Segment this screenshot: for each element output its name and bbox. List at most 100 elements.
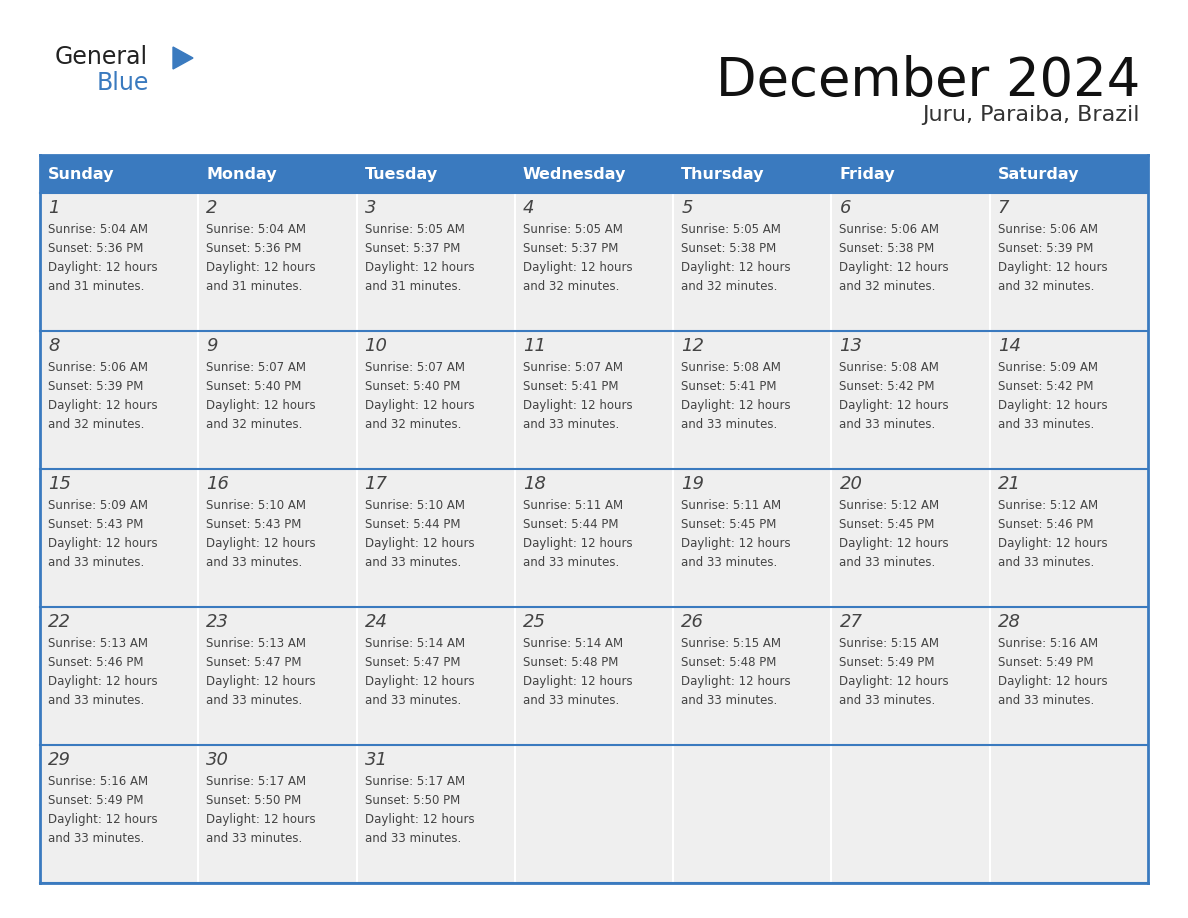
Text: 20: 20: [840, 475, 862, 493]
Text: Sunset: 5:38 PM: Sunset: 5:38 PM: [840, 242, 935, 255]
Text: 24: 24: [365, 613, 387, 631]
Text: and 32 minutes.: and 32 minutes.: [998, 280, 1094, 293]
Text: and 33 minutes.: and 33 minutes.: [365, 832, 461, 845]
Text: Daylight: 12 hours: Daylight: 12 hours: [840, 261, 949, 274]
Text: and 33 minutes.: and 33 minutes.: [523, 694, 619, 707]
Text: 6: 6: [840, 199, 851, 217]
Bar: [832, 745, 990, 883]
Text: Daylight: 12 hours: Daylight: 12 hours: [207, 399, 316, 412]
Text: and 32 minutes.: and 32 minutes.: [523, 280, 619, 293]
Text: Sunrise: 5:13 AM: Sunrise: 5:13 AM: [207, 637, 307, 650]
Text: Sunset: 5:47 PM: Sunset: 5:47 PM: [207, 656, 302, 669]
Text: Sunset: 5:40 PM: Sunset: 5:40 PM: [365, 380, 460, 393]
Text: and 32 minutes.: and 32 minutes.: [48, 418, 145, 431]
Text: Sunrise: 5:15 AM: Sunrise: 5:15 AM: [840, 637, 940, 650]
Bar: [832, 193, 990, 331]
Text: Daylight: 12 hours: Daylight: 12 hours: [48, 675, 158, 688]
Bar: [40, 469, 198, 607]
Text: Daylight: 12 hours: Daylight: 12 hours: [365, 675, 474, 688]
Text: Daylight: 12 hours: Daylight: 12 hours: [840, 399, 949, 412]
Text: and 33 minutes.: and 33 minutes.: [998, 418, 1094, 431]
Bar: [40, 155, 1148, 193]
Bar: [514, 607, 674, 745]
Text: Daylight: 12 hours: Daylight: 12 hours: [998, 399, 1107, 412]
Text: Sunset: 5:46 PM: Sunset: 5:46 PM: [998, 518, 1093, 531]
Text: 1: 1: [48, 199, 59, 217]
Text: and 33 minutes.: and 33 minutes.: [840, 694, 936, 707]
Text: Friday: Friday: [840, 166, 895, 182]
Text: Sunset: 5:49 PM: Sunset: 5:49 PM: [48, 794, 144, 807]
Text: Daylight: 12 hours: Daylight: 12 hours: [523, 675, 632, 688]
Text: Sunrise: 5:16 AM: Sunrise: 5:16 AM: [48, 775, 148, 788]
Text: Daylight: 12 hours: Daylight: 12 hours: [207, 261, 316, 274]
Text: Sunset: 5:36 PM: Sunset: 5:36 PM: [48, 242, 144, 255]
Text: Sunrise: 5:07 AM: Sunrise: 5:07 AM: [207, 361, 307, 374]
Bar: [356, 193, 514, 331]
Text: Daylight: 12 hours: Daylight: 12 hours: [48, 813, 158, 826]
Text: 23: 23: [207, 613, 229, 631]
Text: Sunrise: 5:05 AM: Sunrise: 5:05 AM: [681, 223, 781, 236]
Text: Sunset: 5:36 PM: Sunset: 5:36 PM: [207, 242, 302, 255]
Text: Daylight: 12 hours: Daylight: 12 hours: [998, 537, 1107, 550]
Text: 15: 15: [48, 475, 71, 493]
Text: and 33 minutes.: and 33 minutes.: [48, 556, 144, 569]
Text: and 33 minutes.: and 33 minutes.: [523, 556, 619, 569]
Text: Sunset: 5:39 PM: Sunset: 5:39 PM: [998, 242, 1093, 255]
Text: Daylight: 12 hours: Daylight: 12 hours: [523, 261, 632, 274]
Text: Sunrise: 5:04 AM: Sunrise: 5:04 AM: [48, 223, 148, 236]
Text: December 2024: December 2024: [715, 55, 1140, 107]
Text: Sunrise: 5:12 AM: Sunrise: 5:12 AM: [840, 499, 940, 512]
Text: Sunrise: 5:10 AM: Sunrise: 5:10 AM: [365, 499, 465, 512]
Text: Daylight: 12 hours: Daylight: 12 hours: [365, 261, 474, 274]
Text: Sunrise: 5:17 AM: Sunrise: 5:17 AM: [365, 775, 465, 788]
Text: Daylight: 12 hours: Daylight: 12 hours: [998, 261, 1107, 274]
Bar: [40, 745, 198, 883]
Text: Sunset: 5:45 PM: Sunset: 5:45 PM: [840, 518, 935, 531]
Bar: [832, 607, 990, 745]
Text: Sunset: 5:40 PM: Sunset: 5:40 PM: [207, 380, 302, 393]
Text: 9: 9: [207, 337, 217, 355]
Text: 18: 18: [523, 475, 545, 493]
Bar: [990, 193, 1148, 331]
Text: and 33 minutes.: and 33 minutes.: [998, 694, 1094, 707]
Text: Daylight: 12 hours: Daylight: 12 hours: [48, 399, 158, 412]
Text: Sunrise: 5:04 AM: Sunrise: 5:04 AM: [207, 223, 307, 236]
Text: Saturday: Saturday: [998, 166, 1079, 182]
Text: and 31 minutes.: and 31 minutes.: [48, 280, 145, 293]
Text: 13: 13: [840, 337, 862, 355]
Text: Daylight: 12 hours: Daylight: 12 hours: [48, 537, 158, 550]
Text: Sunrise: 5:11 AM: Sunrise: 5:11 AM: [523, 499, 623, 512]
Text: 25: 25: [523, 613, 545, 631]
Text: Daylight: 12 hours: Daylight: 12 hours: [523, 399, 632, 412]
Text: and 31 minutes.: and 31 minutes.: [207, 280, 303, 293]
Text: and 33 minutes.: and 33 minutes.: [365, 556, 461, 569]
Text: 22: 22: [48, 613, 71, 631]
Text: 21: 21: [998, 475, 1020, 493]
Text: Daylight: 12 hours: Daylight: 12 hours: [365, 813, 474, 826]
Text: Sunset: 5:45 PM: Sunset: 5:45 PM: [681, 518, 777, 531]
Text: Sunrise: 5:08 AM: Sunrise: 5:08 AM: [840, 361, 940, 374]
Text: Sunset: 5:50 PM: Sunset: 5:50 PM: [207, 794, 302, 807]
Bar: [198, 745, 356, 883]
Text: Daylight: 12 hours: Daylight: 12 hours: [523, 537, 632, 550]
Bar: [990, 331, 1148, 469]
Text: 31: 31: [365, 751, 387, 769]
Text: Sunrise: 5:07 AM: Sunrise: 5:07 AM: [365, 361, 465, 374]
Text: Sunset: 5:49 PM: Sunset: 5:49 PM: [840, 656, 935, 669]
Text: and 33 minutes.: and 33 minutes.: [681, 694, 777, 707]
Text: Sunrise: 5:14 AM: Sunrise: 5:14 AM: [523, 637, 623, 650]
Bar: [514, 469, 674, 607]
Text: 5: 5: [681, 199, 693, 217]
Text: Sunrise: 5:14 AM: Sunrise: 5:14 AM: [365, 637, 465, 650]
Text: Tuesday: Tuesday: [365, 166, 437, 182]
Text: Sunset: 5:50 PM: Sunset: 5:50 PM: [365, 794, 460, 807]
Text: Daylight: 12 hours: Daylight: 12 hours: [681, 537, 791, 550]
Text: Sunset: 5:43 PM: Sunset: 5:43 PM: [48, 518, 144, 531]
Text: and 33 minutes.: and 33 minutes.: [207, 694, 303, 707]
Bar: [40, 331, 198, 469]
Bar: [356, 607, 514, 745]
Text: Sunset: 5:39 PM: Sunset: 5:39 PM: [48, 380, 144, 393]
Text: and 33 minutes.: and 33 minutes.: [365, 694, 461, 707]
Text: Sunset: 5:42 PM: Sunset: 5:42 PM: [998, 380, 1093, 393]
Text: 29: 29: [48, 751, 71, 769]
